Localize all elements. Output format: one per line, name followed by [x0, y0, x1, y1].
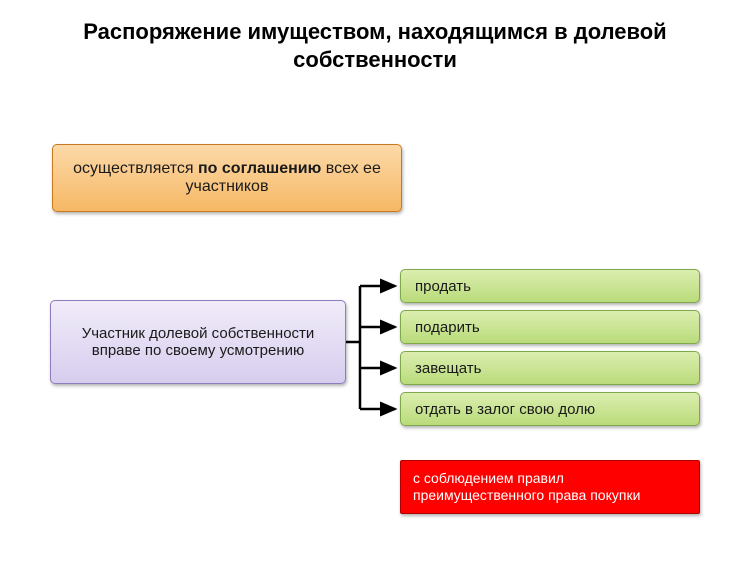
- option-gift: подарить: [400, 310, 700, 344]
- option-label: подарить: [415, 319, 480, 336]
- option-label: продать: [415, 278, 471, 295]
- option-sell: продать: [400, 269, 700, 303]
- preemptive-right-text: с соблюдением правил преимущественного п…: [413, 470, 687, 505]
- option-label: отдать в залог свою долю: [415, 401, 595, 418]
- slide-title: Распоряжение имуществом, находящимся в д…: [0, 0, 750, 73]
- participant-box: Участник долевой собственности вправе по…: [50, 300, 346, 384]
- option-bequeath: завещать: [400, 351, 700, 385]
- option-label: завещать: [415, 360, 481, 377]
- agreement-text: осуществляется по соглашению всех ее уча…: [71, 160, 383, 196]
- agreement-bold: по соглашению: [198, 160, 321, 177]
- participant-text: Участник долевой собственности вправе по…: [65, 325, 331, 359]
- agreement-box: осуществляется по соглашению всех ее уча…: [52, 144, 402, 212]
- option-pledge: отдать в залог свою долю: [400, 392, 700, 426]
- agreement-prefix: осуществляется: [73, 160, 198, 177]
- preemptive-right-box: с соблюдением правил преимущественного п…: [400, 460, 700, 514]
